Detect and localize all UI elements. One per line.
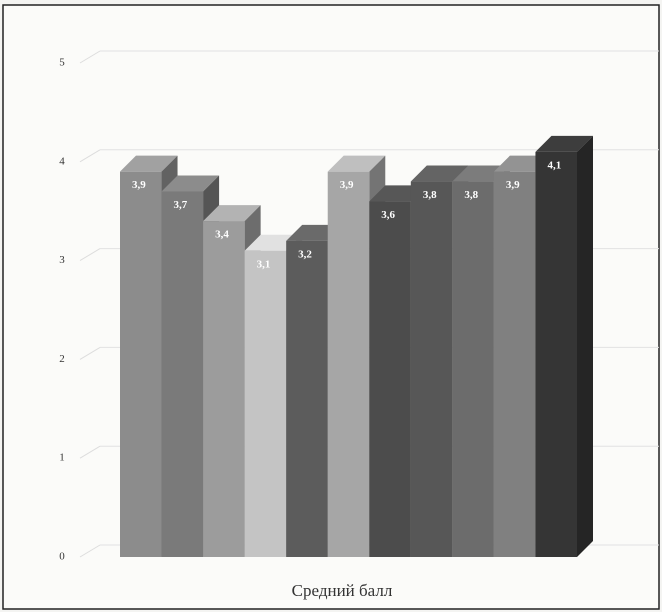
bar-top [327,155,386,172]
y-tick-label: 0 [59,551,65,563]
y-tick-label: 4 [59,155,65,167]
y-tick-label: 1 [59,452,65,464]
value-label: 3,8 [464,189,478,201]
bar [286,240,328,557]
y-tick-label: 2 [59,353,65,365]
y-tick-label: 3 [59,254,65,266]
bar-top [161,175,220,192]
grid-line [79,445,101,459]
grid-line [79,544,101,558]
bar [410,181,453,557]
bar [120,171,162,557]
bar-top [410,165,469,182]
bar [369,201,411,557]
bar-top [120,155,178,172]
bar [327,171,370,557]
y-tick-label: 5 [59,57,65,69]
grid-line [79,248,101,262]
value-label: 3,4 [215,229,229,241]
value-label: 3,9 [340,179,354,191]
bar [203,221,245,557]
value-label: 3,1 [257,258,271,270]
value-label: 3,9 [506,179,520,191]
grid-line [79,346,101,360]
bar-top [535,135,593,152]
bar [535,151,577,558]
x-axis-label: Средний балл [292,581,393,600]
value-label: 3,7 [174,199,188,211]
bar-top [203,205,261,222]
value-label: 4,1 [547,159,561,171]
bar [452,181,494,557]
bar [161,191,204,557]
value-label: 3,6 [381,209,395,221]
bar-side [577,135,593,558]
value-label: 3,9 [132,179,146,191]
grid-line [79,149,101,163]
value-label: 3,8 [423,189,437,201]
bar [493,171,536,557]
value-label: 3,2 [298,248,312,260]
grid-line [79,50,101,64]
bar [244,250,287,557]
